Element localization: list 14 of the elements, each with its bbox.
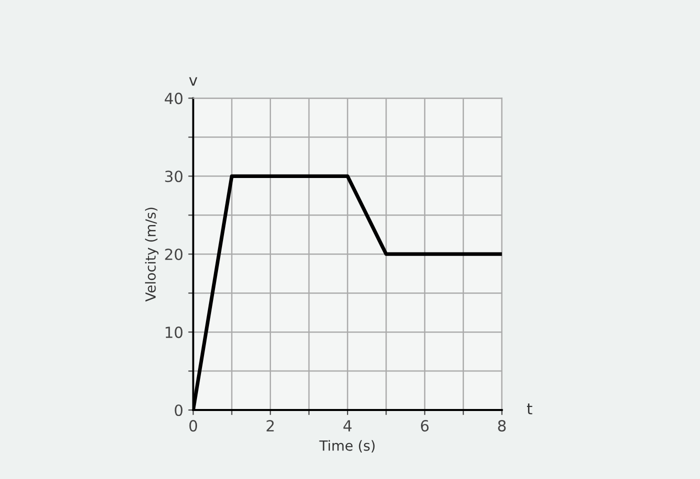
x-tick-label: 4 <box>343 420 352 432</box>
x-axis-title: Time (s) <box>319 440 375 452</box>
y-tick-label: 10 <box>166 326 182 338</box>
x-tick-label: 0 <box>189 420 198 432</box>
x-tick-label: 6 <box>420 420 429 432</box>
text: v <box>189 77 198 86</box>
y-tick-label: 40 <box>164 92 182 104</box>
y-tick-label: 0 <box>174 404 182 416</box>
x-tick-label: 2 <box>266 420 274 432</box>
y-tick-label: 30 <box>165 170 182 182</box>
x-tick-label: 8 <box>498 420 506 432</box>
text: t <box>527 404 532 414</box>
y-axis-title: Velocity (m/s) <box>145 208 158 302</box>
y-tick-label: 20 <box>165 248 182 260</box>
